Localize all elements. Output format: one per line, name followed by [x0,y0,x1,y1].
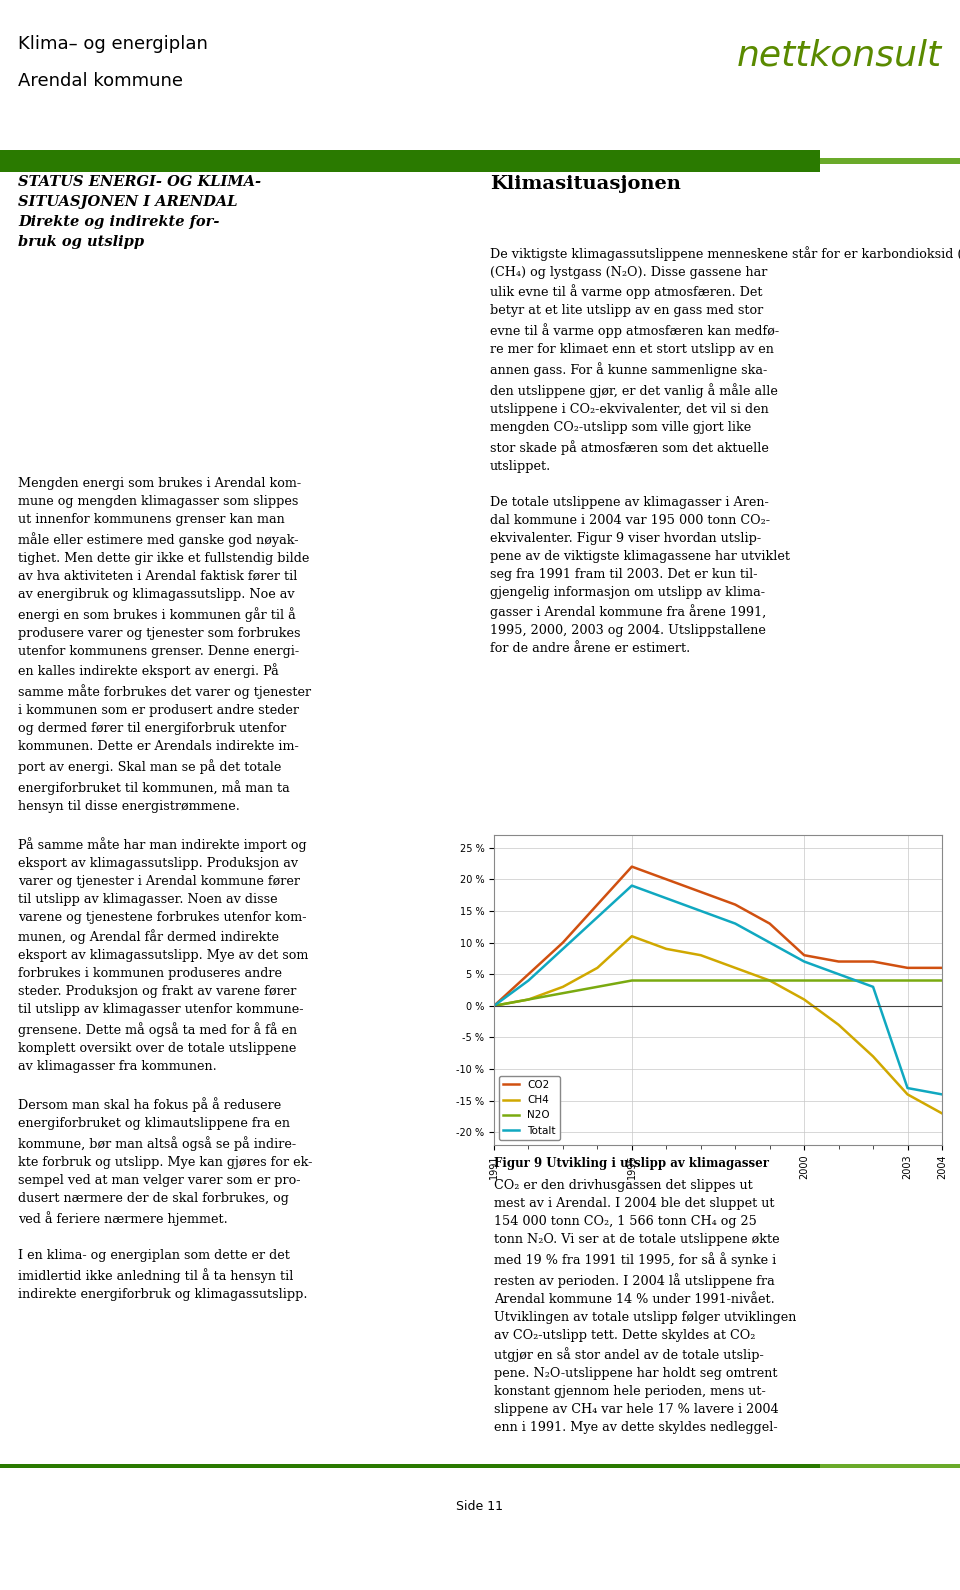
Text: STATUS ENERGI- OG KLIMA-
SITUASJONEN I ARENDAL
Direkte og indirekte for-
bruk og: STATUS ENERGI- OG KLIMA- SITUASJONEN I A… [18,175,261,250]
Text: Figur 9 Utvikling i utslipp av klimagasser: Figur 9 Utvikling i utslipp av klimagass… [494,1156,769,1170]
Bar [0,149,820,172]
Text: nettkonsult: nettkonsult [737,38,942,72]
Text: Klimasituasjonen: Klimasituasjonen [490,175,681,192]
Text: De viktigste klimagassutslippene menneskene står for er karbondioksid (CO₂), met: De viktigste klimagassutslippene mennesk… [490,246,960,655]
Text: Side 11: Side 11 [457,1501,503,1514]
Legend: CO2, CH4, N2O, Totalt: CO2, CH4, N2O, Totalt [499,1076,560,1140]
Text: CO₂ er den drivhusgassen det slippes ut
mest av i Arendal. I 2004 ble det sluppe: CO₂ er den drivhusgassen det slippes ut … [494,1180,797,1434]
Bar [0,1464,820,1469]
Text: Klima– og energiplan: Klima– og energiplan [18,35,208,52]
Bar [820,1464,960,1469]
Bar [820,157,960,164]
Text: Arendal kommune: Arendal kommune [18,72,183,91]
Text: Mengden energi som brukes i Arendal kom-
mune og mengden klimagasser som slippes: Mengden energi som brukes i Arendal kom-… [18,477,312,1301]
